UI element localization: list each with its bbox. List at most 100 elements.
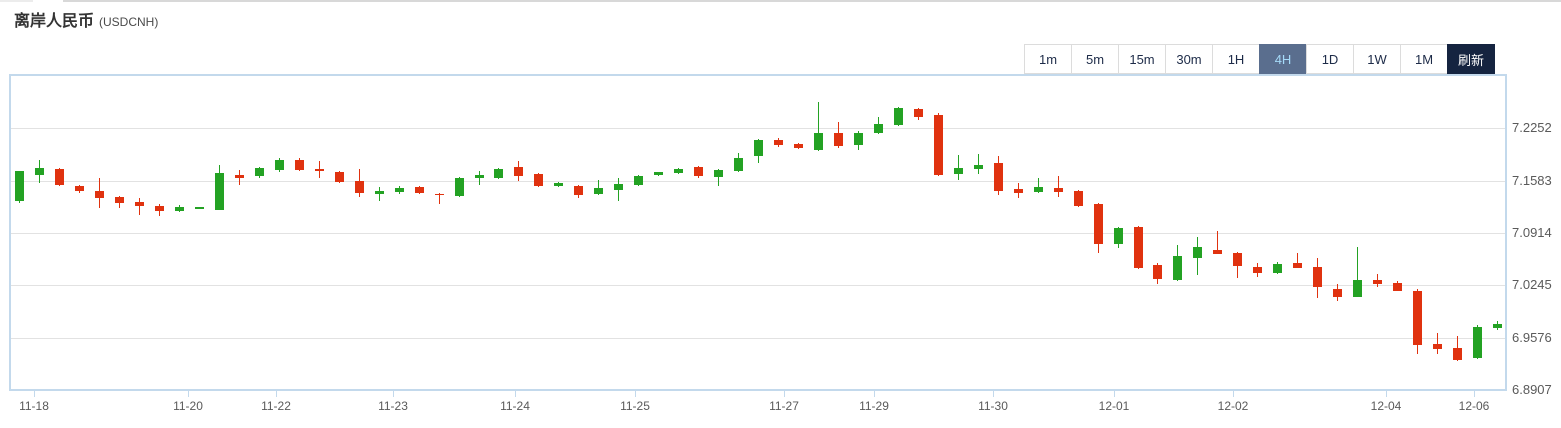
candle-body <box>1492 323 1502 328</box>
candle-body <box>1233 252 1243 267</box>
candle-body <box>634 176 644 185</box>
candle-body <box>1393 282 1403 292</box>
candle-body <box>494 169 504 178</box>
candle-body <box>194 207 204 209</box>
candle-body <box>774 139 784 146</box>
candle-wick <box>438 192 440 204</box>
x-axis-label: 11-20 <box>173 399 203 413</box>
candle-body <box>1373 280 1383 284</box>
candle-body <box>254 167 264 177</box>
timeframe-button-4H[interactable]: 4H <box>1259 44 1307 74</box>
candle-wick <box>977 154 979 175</box>
candle-body <box>434 193 444 196</box>
x-axis-label: 11-18 <box>19 399 49 413</box>
candle-wick <box>139 197 141 215</box>
x-axis-tick <box>393 390 394 397</box>
candle-body <box>933 114 943 175</box>
candle-body <box>55 169 65 185</box>
candle-body <box>1053 187 1063 192</box>
candle-body <box>454 178 464 197</box>
y-axis-label: 7.2252 <box>1512 120 1552 136</box>
candle-body <box>1213 249 1223 254</box>
y-axis-label: 7.1583 <box>1512 172 1552 188</box>
candle-body <box>1453 348 1463 361</box>
candle-body <box>414 187 424 193</box>
candle-body <box>913 109 923 117</box>
candle-wick <box>1297 252 1299 269</box>
candle-body <box>514 167 524 177</box>
candle-body <box>1133 227 1143 268</box>
candle-body <box>1033 187 1043 192</box>
candle-body <box>594 187 604 194</box>
candle-body <box>654 172 664 175</box>
candle-body <box>794 144 804 149</box>
candle-body <box>95 191 105 198</box>
candle-body <box>873 124 883 134</box>
timeframe-button-30m[interactable]: 30m <box>1165 44 1213 74</box>
candle-body <box>75 186 85 192</box>
chart-header: 离岸人民币 (USDCNH) <box>14 7 158 31</box>
candle-wick <box>1217 230 1219 255</box>
candle-body <box>1293 262 1303 268</box>
candle-body <box>294 159 304 170</box>
candle-body <box>1413 291 1423 345</box>
y-axis-label: 7.0245 <box>1512 277 1552 293</box>
y-gridline <box>11 232 1505 234</box>
candle-body <box>1113 227 1123 244</box>
x-axis-label: 11-23 <box>378 399 408 413</box>
y-gridline <box>11 285 1505 287</box>
candle-body <box>374 191 384 194</box>
candle-body <box>814 133 823 150</box>
x-axis-tick <box>635 390 636 397</box>
candle-body <box>394 187 404 192</box>
candle-wick <box>378 187 380 201</box>
top-edge-strip-right <box>63 0 1561 2</box>
candle-body <box>893 108 903 125</box>
x-axis-tick <box>993 390 994 397</box>
candle-wick <box>818 101 819 151</box>
candle-wick <box>598 179 600 195</box>
candle-body <box>1173 256 1183 281</box>
x-axis-tick <box>515 390 516 397</box>
candle-wick <box>718 168 720 187</box>
candle-wick <box>478 171 480 185</box>
candle-body <box>674 169 684 173</box>
x-axis-label: 12-06 <box>1458 399 1490 413</box>
candle-body <box>1153 265 1163 279</box>
candle-body <box>574 185 584 195</box>
timeframe-button-1D[interactable]: 1D <box>1306 44 1354 74</box>
top-edge-strip-left <box>0 0 33 2</box>
refresh-button[interactable]: 刷新 <box>1447 44 1495 74</box>
x-axis-label: 12-02 <box>1217 399 1249 413</box>
candle-body <box>993 163 1003 191</box>
page-title: 离岸人民币 <box>14 13 95 30</box>
candle-body <box>694 167 704 177</box>
timeframe-button-1H[interactable]: 1H <box>1212 44 1260 74</box>
candle-wick <box>957 154 959 180</box>
timeframe-toolbar: 1m 5m 15m 30m 1H 4H 1D 1W 1M 刷新 <box>1024 44 1495 74</box>
x-axis-label: 12-01 <box>1098 399 1130 413</box>
y-gridline <box>11 180 1505 182</box>
x-axis-label: 11-24 <box>500 399 530 413</box>
candle-wick <box>1037 178 1039 193</box>
x-axis-tick <box>34 390 35 397</box>
x-axis-tick <box>188 390 189 397</box>
x-axis-tick <box>1474 390 1475 397</box>
x-axis-tick <box>1386 390 1387 397</box>
timeframe-button-1m[interactable]: 1m <box>1024 44 1072 74</box>
candle-wick <box>1057 176 1059 198</box>
candle-wick <box>1357 247 1359 298</box>
candle-body <box>1013 188 1023 193</box>
x-axis-tick <box>276 390 277 397</box>
candle-body <box>714 169 724 178</box>
candle-body <box>1353 280 1363 298</box>
candle-body <box>274 159 284 170</box>
timeframe-button-15m[interactable]: 15m <box>1118 44 1166 74</box>
x-axis-tick <box>1233 390 1234 397</box>
candle-body <box>1273 263 1283 273</box>
candle-body <box>1433 344 1443 350</box>
candle-body <box>474 174 484 178</box>
candle-body <box>754 139 764 157</box>
timeframe-button-1M[interactable]: 1M <box>1400 44 1448 74</box>
